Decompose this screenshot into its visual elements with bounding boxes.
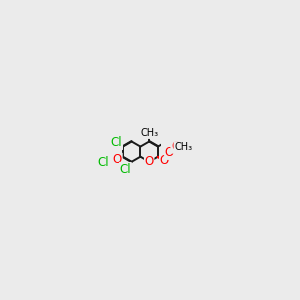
Text: Cl: Cl: [111, 136, 122, 149]
Text: Cl: Cl: [120, 163, 131, 176]
Text: O: O: [160, 154, 169, 167]
Text: O: O: [145, 155, 154, 168]
Text: O: O: [171, 140, 180, 153]
Text: O: O: [113, 153, 122, 166]
Text: Cl: Cl: [97, 157, 109, 169]
Text: CH₃: CH₃: [174, 142, 192, 152]
Text: O: O: [165, 146, 174, 159]
Text: CH₃: CH₃: [140, 128, 158, 139]
